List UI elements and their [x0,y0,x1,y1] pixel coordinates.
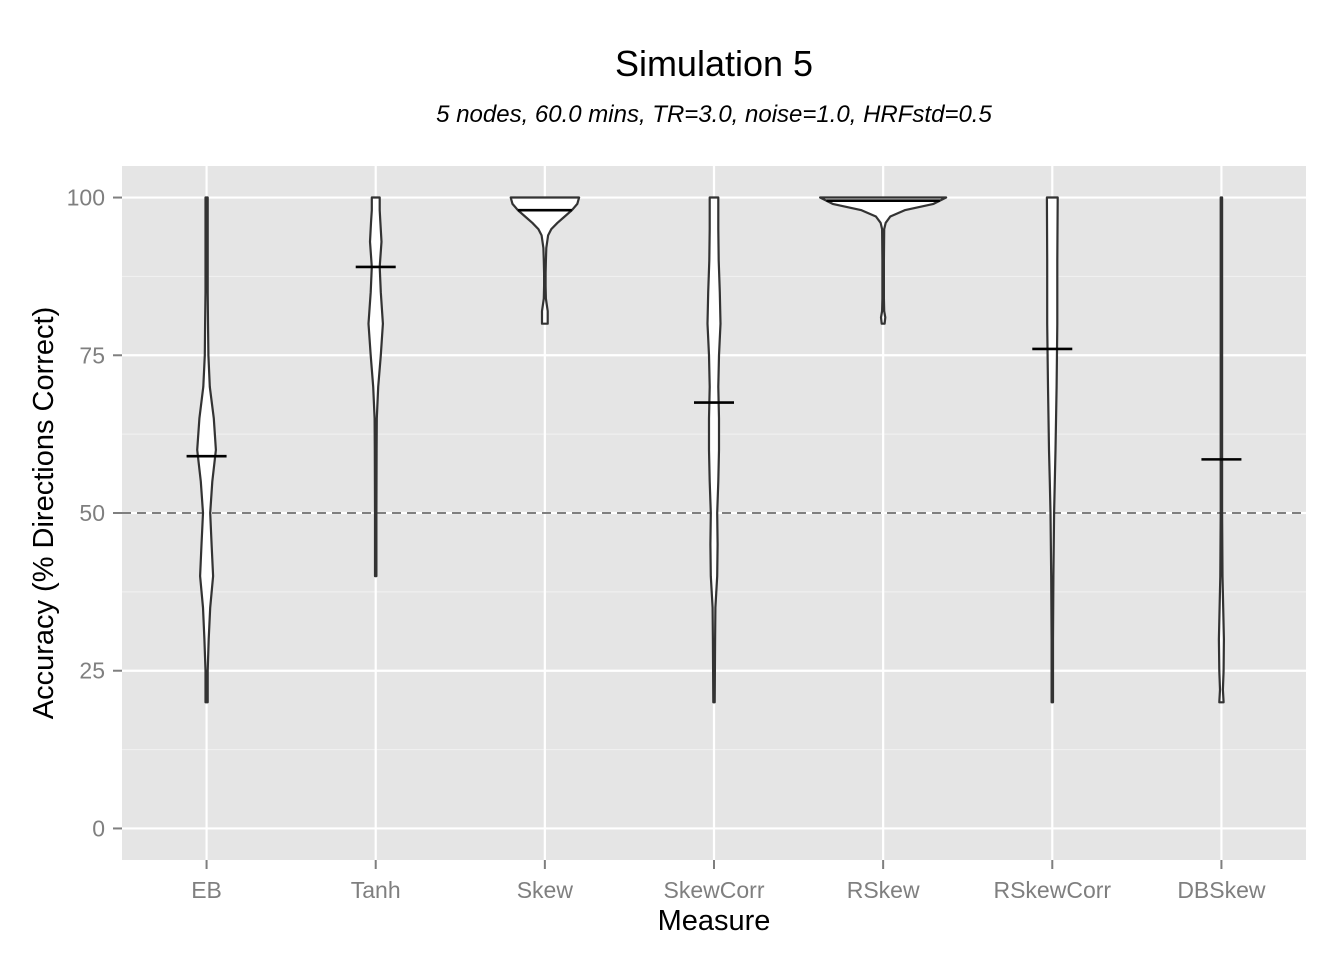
violin-rskewcorr [1045,196,1059,704]
axes: 0 25 50 75 100 EB Tanh Skew SkewCorr RSkew RSkewCo… [67,185,1266,903]
y-axis-title: Accuracy (% Directions Correct) [28,307,60,720]
x-tick-label: RSkewCorr [993,877,1111,903]
violin-skew [509,196,581,325]
violin-eb [196,196,217,704]
violin-dbskew [1217,196,1225,704]
x-tick-label: RSkew [847,877,920,903]
y-tick-label: 100 [67,185,105,211]
x-tick-label: EB [191,877,222,903]
violins [186,196,1242,704]
violin-tanh [367,196,384,578]
y-tick-label: 50 [79,500,105,526]
violin-rskew [819,196,948,325]
x-axis-title: Measure [658,905,771,937]
chart-title: Simulation 5 [615,43,813,84]
y-tick-label: 75 [79,342,105,368]
x-tick-label: Skew [517,877,574,903]
y-tick-label: 25 [79,658,105,684]
x-tick-label: SkewCorr [664,877,765,903]
x-tick-label: DBSkew [1177,877,1266,903]
chart-subtitle: 5 nodes, 60.0 mins, TR=3.0, noise=1.0, H… [436,101,992,128]
x-tick-label: Tanh [351,877,401,903]
y-tick-label: 0 [92,815,105,841]
violin-skewcorr [706,196,722,704]
